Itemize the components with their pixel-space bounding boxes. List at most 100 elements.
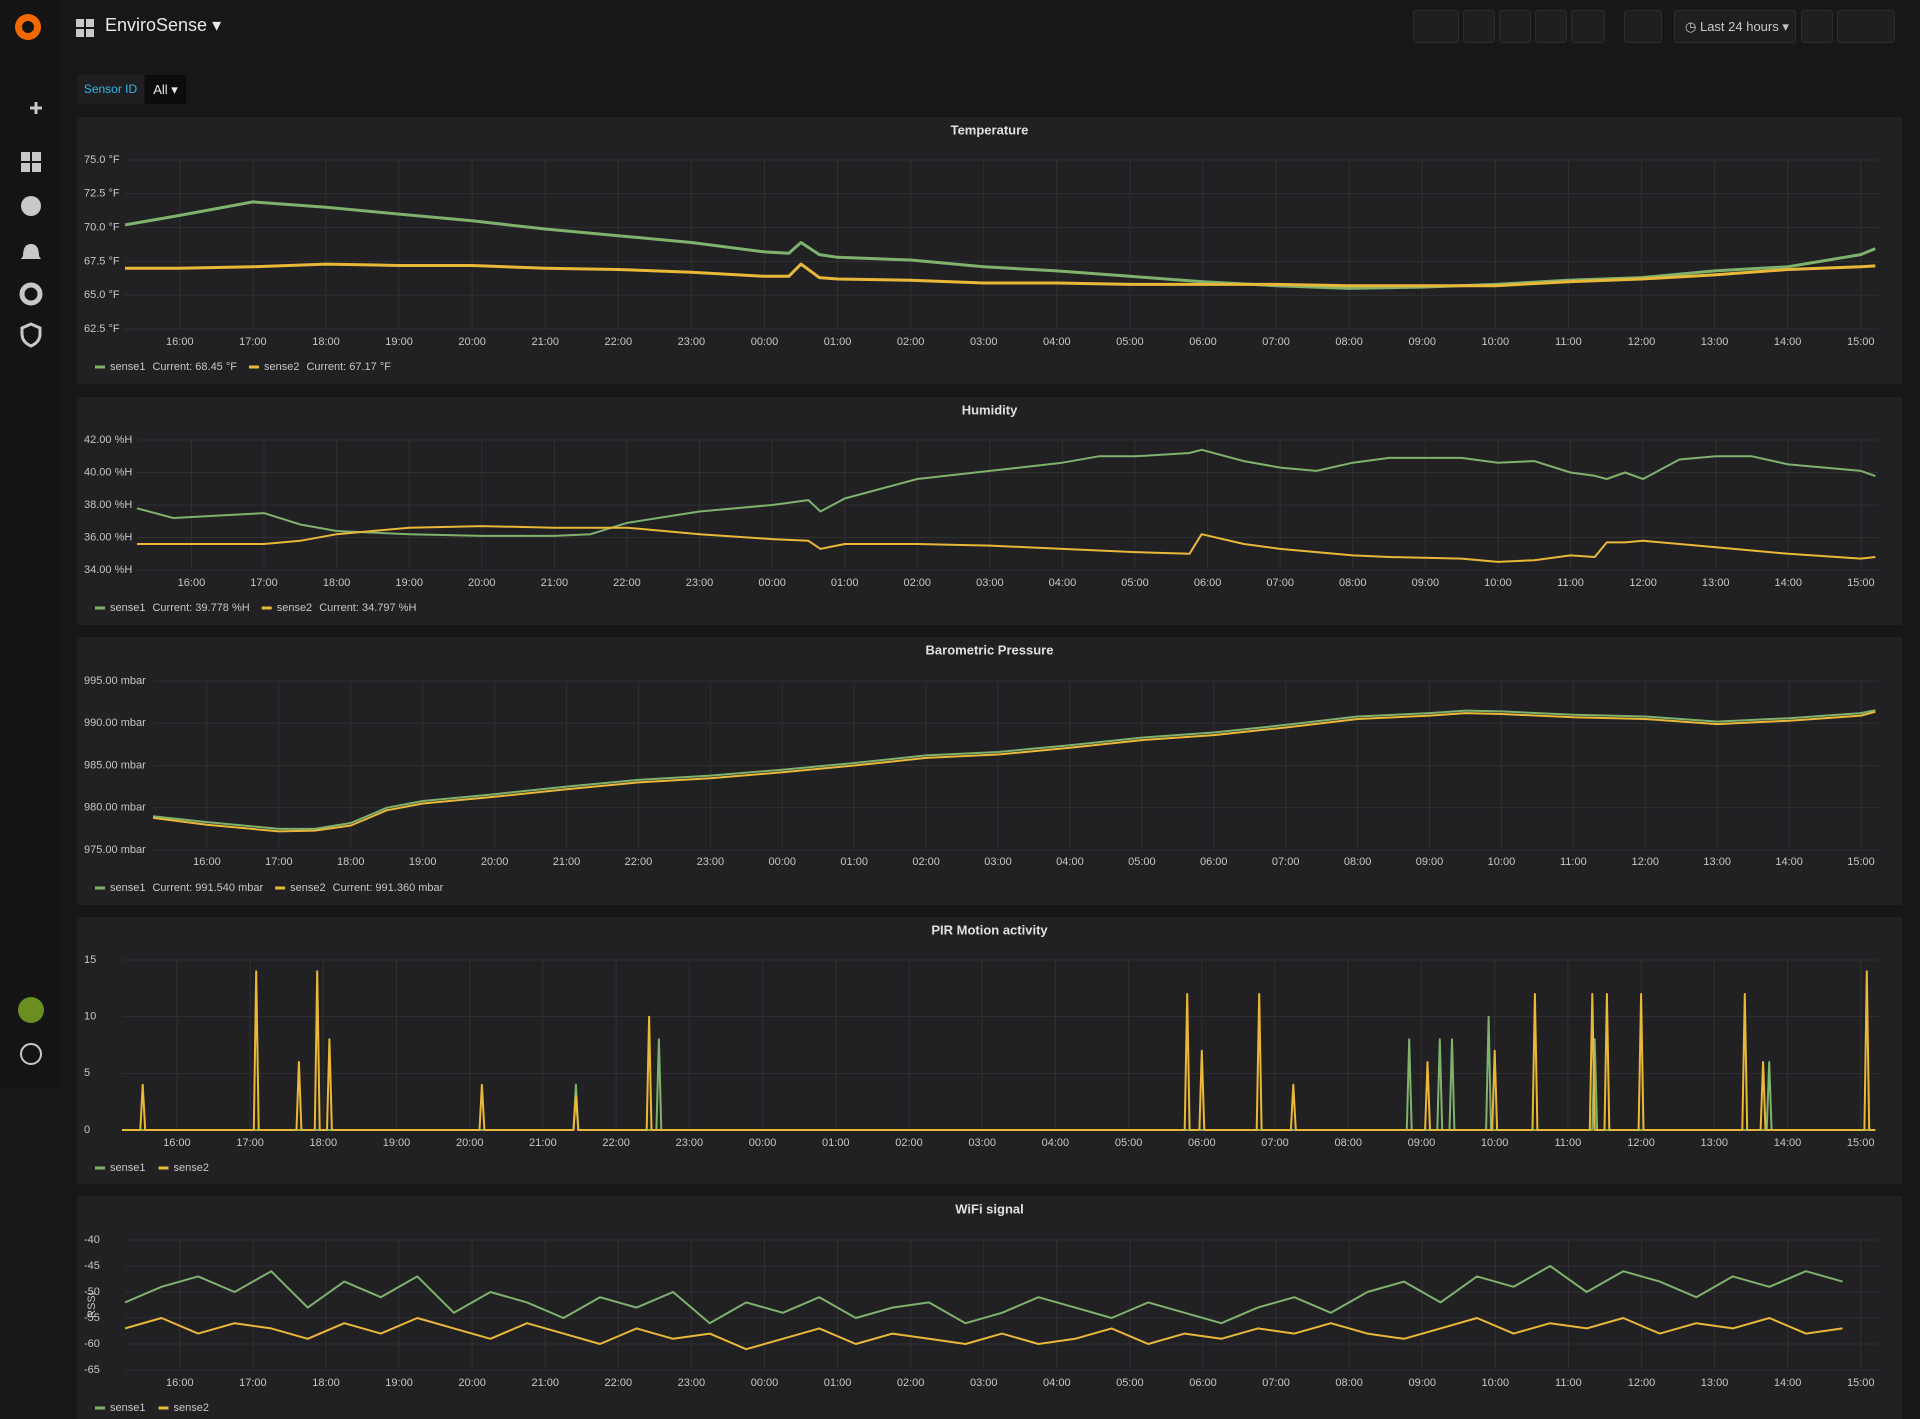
y-tick-label: 36.00 %H bbox=[84, 531, 132, 543]
x-tick-label: 13:00 bbox=[1703, 856, 1731, 868]
dashboards-icon[interactable] bbox=[21, 152, 41, 172]
series-line bbox=[124, 200, 1876, 290]
x-tick-label: 16:00 bbox=[178, 577, 206, 589]
variable-select[interactable]: All ▾ bbox=[145, 75, 186, 104]
config-icon[interactable] bbox=[19, 282, 43, 306]
x-tick-label: 17:00 bbox=[239, 336, 267, 348]
x-tick-label: 20:00 bbox=[456, 1137, 484, 1149]
x-tick-label: 19:00 bbox=[385, 1377, 413, 1389]
x-tick-label: 22:00 bbox=[613, 577, 641, 589]
y-tick-label: 40.00 %H bbox=[84, 466, 132, 478]
series-line bbox=[124, 1317, 1843, 1351]
x-tick-label: 17:00 bbox=[265, 856, 293, 868]
x-tick-label: 08:00 bbox=[1335, 1377, 1363, 1389]
y-tick-label: 10 bbox=[84, 1011, 96, 1023]
x-tick-label: 01:00 bbox=[831, 577, 859, 589]
series-line bbox=[125, 262, 1876, 288]
refresh-button[interactable] bbox=[1837, 10, 1895, 43]
x-tick-label: 09:00 bbox=[1408, 1137, 1436, 1149]
x-tick-label: 05:00 bbox=[1115, 1137, 1143, 1149]
y-tick-label: -50 bbox=[84, 1286, 100, 1298]
x-tick-label: 04:00 bbox=[1056, 856, 1084, 868]
x-tick-label: 01:00 bbox=[822, 1137, 850, 1149]
x-tick-label: 05:00 bbox=[1121, 577, 1149, 589]
x-tick-label: 15:00 bbox=[1847, 336, 1875, 348]
legend-current: Current: 39.778 %H bbox=[152, 602, 249, 614]
y-tick-label: 985.00 mbar bbox=[84, 759, 146, 771]
x-tick-label: 02:00 bbox=[904, 577, 932, 589]
x-tick-label: 08:00 bbox=[1334, 1137, 1362, 1149]
y-tick-label: -65 bbox=[84, 1364, 100, 1376]
save-button[interactable] bbox=[1535, 10, 1567, 43]
x-tick-label: 09:00 bbox=[1408, 336, 1436, 348]
x-tick-label: 11:00 bbox=[1560, 856, 1587, 868]
x-tick-label: 16:00 bbox=[193, 856, 221, 868]
y-tick-label: -40 bbox=[84, 1234, 100, 1246]
x-tick-label: 08:00 bbox=[1339, 577, 1367, 589]
x-tick-label: 13:00 bbox=[1702, 577, 1730, 589]
y-tick-label: 42.00 %H bbox=[84, 434, 132, 446]
x-tick-label: 01:00 bbox=[824, 336, 852, 348]
x-tick-label: 19:00 bbox=[395, 577, 423, 589]
x-tick-label: 06:00 bbox=[1189, 1377, 1217, 1389]
x-tick-label: 14:00 bbox=[1774, 336, 1802, 348]
alert-icon[interactable] bbox=[21, 244, 41, 259]
chart: Humidity 34.00 %H 36.00 %H 38.00 %H 40.00 %H… bbox=[84, 402, 1879, 614]
admin-icon[interactable] bbox=[20, 322, 42, 348]
variable-label: Sensor ID bbox=[77, 75, 144, 104]
x-tick-label: 16:00 bbox=[163, 1137, 191, 1149]
x-tick-label: 01:00 bbox=[824, 1377, 852, 1389]
x-tick-label: 06:00 bbox=[1188, 1137, 1216, 1149]
star-button[interactable] bbox=[1463, 10, 1495, 43]
x-tick-label: 02:00 bbox=[912, 856, 940, 868]
x-tick-label: 11:00 bbox=[1555, 336, 1582, 348]
tv-button[interactable] bbox=[1624, 10, 1662, 43]
share-button[interactable] bbox=[1499, 10, 1531, 43]
x-tick-label: 07:00 bbox=[1272, 856, 1300, 868]
y-tick-label: 975.00 mbar bbox=[84, 844, 146, 856]
x-tick-label: 03:00 bbox=[970, 1377, 998, 1389]
x-tick-label: 02:00 bbox=[897, 336, 925, 348]
x-tick-label: 07:00 bbox=[1266, 577, 1294, 589]
x-tick-label: 02:00 bbox=[897, 1377, 925, 1389]
legend-name: sense2 bbox=[264, 361, 299, 373]
explore-icon[interactable] bbox=[21, 196, 41, 216]
legend-name: sense2 bbox=[173, 1162, 208, 1174]
panel-title: Barometric Pressure bbox=[926, 642, 1054, 657]
panel-title: PIR Motion activity bbox=[931, 922, 1048, 937]
time-picker[interactable]: ◷ Last 24 hours ▾ bbox=[1674, 10, 1796, 43]
x-tick-label: 09:00 bbox=[1412, 577, 1440, 589]
x-tick-label: 22:00 bbox=[605, 336, 633, 348]
x-tick-label: 23:00 bbox=[678, 336, 706, 348]
y-tick-label: 34.00 %H bbox=[84, 564, 132, 576]
help-icon[interactable] bbox=[20, 1043, 42, 1065]
x-tick-label: 04:00 bbox=[1043, 336, 1071, 348]
avatar[interactable] bbox=[18, 997, 44, 1023]
create-icon[interactable] bbox=[30, 102, 42, 114]
x-tick-label: 03:00 bbox=[970, 336, 998, 348]
legend-name: sense1 bbox=[110, 361, 145, 373]
settings-button[interactable] bbox=[1571, 10, 1605, 43]
x-tick-label: 00:00 bbox=[758, 577, 786, 589]
x-tick-label: 20:00 bbox=[458, 1377, 486, 1389]
zoom-out-button[interactable] bbox=[1801, 10, 1833, 43]
x-tick-label: 05:00 bbox=[1128, 856, 1156, 868]
x-tick-label: 07:00 bbox=[1262, 336, 1290, 348]
y-axis-label: RSSI bbox=[86, 1292, 98, 1318]
add-panel-button[interactable] bbox=[1413, 10, 1459, 43]
y-tick-label: 15 bbox=[84, 954, 96, 966]
x-tick-label: 18:00 bbox=[310, 1137, 338, 1149]
x-tick-label: 14:00 bbox=[1775, 856, 1803, 868]
x-tick-label: 18:00 bbox=[323, 577, 351, 589]
x-tick-label: 10:00 bbox=[1484, 577, 1512, 589]
x-tick-label: 16:00 bbox=[166, 1377, 194, 1389]
chart: Temperature 62.5 °F 65.0 °F 67.5 °F 70.0 °F 7… bbox=[84, 122, 1879, 373]
x-tick-label: 03:00 bbox=[976, 577, 1004, 589]
x-tick-label: 05:00 bbox=[1116, 1377, 1144, 1389]
dashboard-title[interactable]: EnviroSense ▾ bbox=[105, 15, 222, 35]
x-tick-label: 12:00 bbox=[1628, 336, 1656, 348]
x-tick-label: 23:00 bbox=[697, 856, 725, 868]
y-tick-label: 0 bbox=[84, 1124, 90, 1136]
x-tick-label: 17:00 bbox=[236, 1137, 264, 1149]
